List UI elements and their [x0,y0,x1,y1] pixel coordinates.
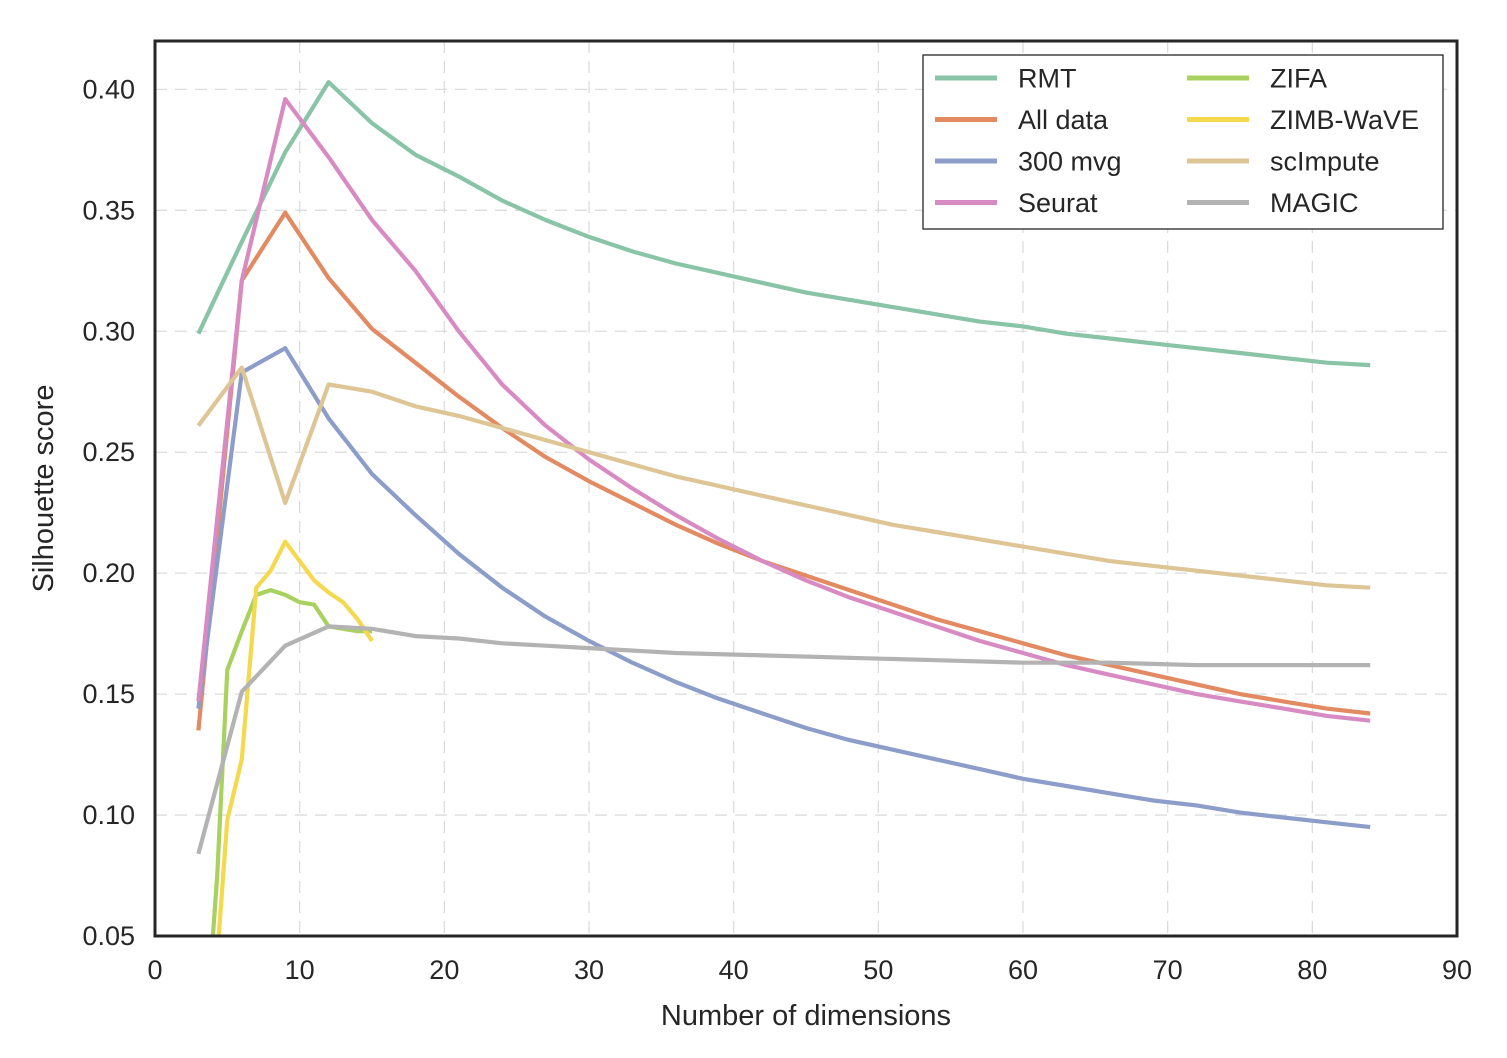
series-lines [196,79,1371,936]
series-line-scimpute [196,365,1371,590]
x-tick-label: 70 [1153,955,1183,985]
y-tick-label: 0.25 [82,437,135,467]
y-tick-label: 0.15 [82,679,135,709]
legend-label: 300 mvg [1018,147,1122,177]
y-tick-label: 0.30 [82,316,135,346]
x-tick-label: 30 [574,955,604,985]
y-tick-label: 0.40 [82,74,135,104]
legend-label: All data [1018,105,1109,135]
legend-label: Seurat [1018,188,1098,218]
y-tick-label: 0.35 [82,195,135,225]
x-tick-label: 10 [285,955,315,985]
legend-label: ZIFA [1270,64,1327,94]
x-tick-label: 90 [1442,955,1472,985]
x-tick-label: 80 [1297,955,1327,985]
y-axis-title: Silhouette score [28,385,60,593]
series-line-all-data [196,210,1371,731]
legend-label: ZIMB-WaVE [1270,105,1419,135]
legend-label: RMT [1018,64,1076,94]
series-line-magic [196,624,1371,855]
axis-ticks: 0 10 20 30 40 50 60 70 80 90 0.05 0.10 0.15 0.20 0.25 0… [82,74,1472,985]
plot-frame [153,39,1459,938]
x-axis-title: Number of dimensions [661,1000,951,1032]
x-tick-label: 0 [147,955,162,985]
y-tick-label: 0.05 [82,921,135,951]
series-line-300-mvg [196,346,1371,830]
series-line-seurat [196,96,1371,723]
x-tick-label: 60 [1008,955,1038,985]
y-tick-label: 0.20 [82,558,135,588]
legend-label: scImpute [1270,147,1380,177]
x-tick-label: 20 [429,955,459,985]
series-line-zimb-wave [216,539,374,936]
legend-label: MAGIC [1270,188,1359,218]
legend: RMT All data 300 mvg Seurat ZIFA ZIMB-WaVE scI… [922,54,1444,230]
legend-box [922,54,1444,230]
y-tick-label: 0.10 [82,800,135,830]
series-line-rmt [196,79,1371,368]
x-tick-label: 50 [863,955,893,985]
x-tick-label: 40 [719,955,749,985]
